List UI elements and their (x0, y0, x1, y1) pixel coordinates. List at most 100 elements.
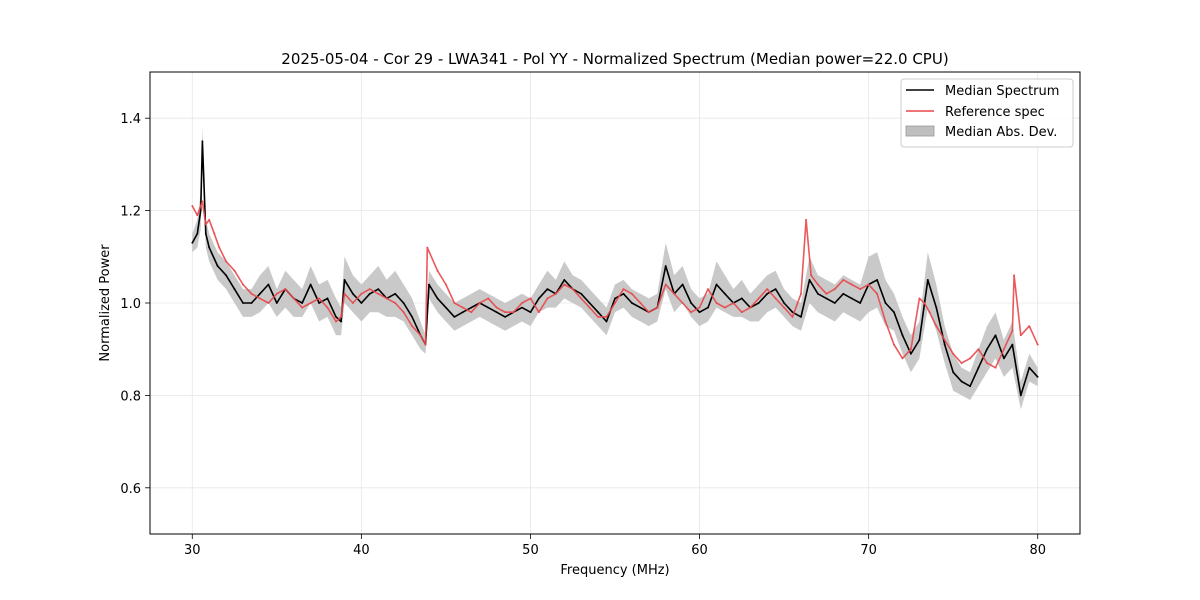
reference-point (597, 316, 599, 318)
reference-point (504, 311, 506, 314)
reference-point (805, 218, 807, 221)
reference-point (538, 311, 540, 314)
median-spectrum-line (191, 140, 1039, 397)
median-point (707, 306, 709, 309)
median-point (825, 297, 828, 300)
median-point (1028, 366, 1031, 369)
median-point (808, 279, 811, 281)
median-point (833, 302, 836, 304)
median-point (960, 380, 963, 383)
reference-point (571, 288, 574, 290)
median-point (242, 302, 244, 304)
legend: Median Spectrum Reference spec Median Ab… (900, 78, 1074, 148)
median-point (850, 297, 853, 300)
reference-point (424, 343, 427, 346)
reference-point (923, 302, 926, 304)
reference-point (335, 320, 337, 323)
reference-point (360, 292, 363, 295)
median-point (935, 306, 938, 309)
reference-point (529, 297, 532, 300)
reference-point (352, 302, 354, 304)
median-point (631, 302, 633, 304)
reference-point (605, 316, 608, 318)
median-point (436, 297, 439, 300)
reference-point (208, 218, 211, 221)
reference-point (952, 352, 955, 355)
median-point (580, 292, 583, 295)
median-point (715, 283, 718, 286)
median-point (411, 316, 413, 318)
reference-point (275, 292, 278, 295)
reference-point (368, 288, 371, 290)
reference-point (377, 292, 380, 295)
reference-point (757, 297, 760, 300)
y-tick-label: 0.6 (120, 482, 141, 497)
reference-point (233, 269, 236, 272)
median-point (326, 297, 329, 300)
median-point (926, 279, 929, 281)
reference-point (201, 200, 204, 203)
median-point (318, 302, 320, 304)
median-point (791, 311, 794, 314)
median-point (360, 302, 363, 304)
median-point (952, 371, 955, 374)
reference-point (250, 292, 253, 295)
median-point (453, 316, 456, 318)
mad-band (192, 127, 1038, 410)
reference-point (512, 311, 515, 314)
median-point (766, 292, 769, 295)
median-point (201, 140, 204, 143)
median-point (783, 302, 785, 304)
median-point (1019, 394, 1022, 397)
median-point (335, 316, 337, 318)
reference-point (639, 302, 642, 304)
reference-point (419, 334, 422, 337)
reference-point (766, 288, 769, 290)
reference-point (1013, 274, 1015, 277)
reference-point (1028, 325, 1031, 327)
median-point (740, 297, 743, 300)
median-point (461, 311, 464, 314)
median-point (377, 288, 380, 290)
reference-point (749, 306, 752, 309)
reference-point (867, 283, 870, 286)
median-point (495, 311, 498, 314)
reference-point (301, 306, 304, 309)
y-axis-ticks: 0.6 0.8 1.0 1.2 1.4 (120, 112, 150, 497)
median-point (250, 302, 253, 304)
reference-point (242, 283, 244, 286)
reference-point (563, 283, 566, 286)
reference-point (267, 302, 270, 304)
reference-point (614, 302, 616, 304)
median-point (546, 288, 549, 290)
median-point (588, 302, 591, 304)
reference-point (436, 269, 439, 272)
median-point (605, 320, 608, 323)
median-point (487, 306, 490, 309)
reference-point (715, 302, 718, 304)
median-point (1003, 357, 1005, 360)
reference-point (196, 214, 199, 217)
median-point (639, 306, 642, 309)
median-point (402, 302, 405, 304)
reference-point (707, 288, 709, 290)
x-tick-label: 40 (353, 543, 370, 558)
reference-point (259, 297, 261, 300)
reference-point (1036, 343, 1039, 346)
median-point (1036, 376, 1039, 378)
reference-point (681, 302, 684, 304)
median-point (538, 297, 540, 300)
median-point (817, 292, 819, 295)
reference-point (664, 283, 667, 286)
x-axis-label: Frequency (MHz) (560, 563, 669, 578)
median-point (690, 302, 692, 304)
median-point (664, 265, 667, 267)
reference-point (470, 311, 473, 314)
reference-point (960, 362, 963, 364)
median-point (309, 283, 312, 286)
reference-point (918, 297, 921, 300)
reference-point (343, 292, 346, 295)
reference-point (580, 297, 583, 300)
reference-point (218, 246, 221, 249)
median-point (774, 288, 777, 290)
